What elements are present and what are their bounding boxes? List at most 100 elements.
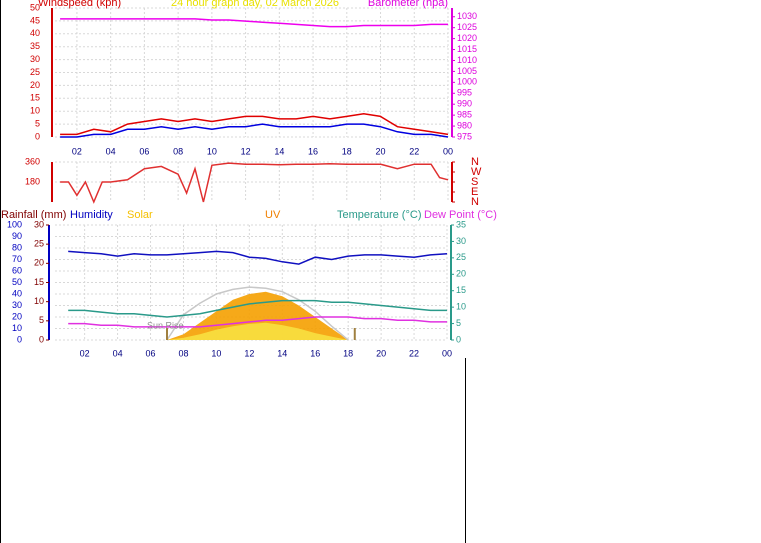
x-tick-label: 10 <box>207 146 217 156</box>
x-tick-label: 12 <box>244 348 254 358</box>
y2-tick-label: 0 <box>456 334 461 344</box>
annotation: Sun Rise <box>147 320 184 330</box>
x-tick-label: 06 <box>146 348 156 358</box>
y-tick-label: 40 <box>12 288 22 298</box>
y2-tick-label: S <box>471 176 478 188</box>
y-tick-label: 90 <box>12 231 22 241</box>
y3-axis-title: Rainfall (mm) <box>1 209 66 221</box>
y2-tick-label: 1015 <box>457 44 477 54</box>
y2-tick-label: 995 <box>457 88 472 98</box>
y2-tick-label: 5 <box>456 318 461 328</box>
x-tick-label: 08 <box>178 348 188 358</box>
y2-tick-label: 1025 <box>457 22 477 32</box>
legend-entry: Dew Point (°C) <box>424 209 497 221</box>
y2-tick-label: N <box>471 196 479 208</box>
x-tick-label: 22 <box>409 348 419 358</box>
line <box>60 123 449 138</box>
x-tick-label: 18 <box>343 348 353 358</box>
y-axis-title: Windspeed (kph) <box>38 0 121 9</box>
y2-tick-label: W <box>471 166 482 178</box>
y2-tick-label: E <box>471 186 478 198</box>
y2-tick-label: 25 <box>456 252 466 262</box>
x-tick-label: 00 <box>442 348 452 358</box>
y2-tick-label: 1030 <box>457 11 477 21</box>
x-tick-label: 20 <box>376 146 386 156</box>
y2-tick-label: 1005 <box>457 66 477 76</box>
y-tick-label: 45 <box>30 15 40 25</box>
area <box>68 322 448 340</box>
x-tick-label: 02 <box>72 146 82 156</box>
y2-tick-label: 30 <box>456 236 466 246</box>
y3-tick-label: 10 <box>34 296 44 306</box>
y-tick-label: 30 <box>12 300 22 310</box>
y2-tick-label: 1020 <box>457 33 477 43</box>
x-tick-label: 04 <box>106 146 116 156</box>
x-tick-label: 04 <box>113 348 123 358</box>
y3-tick-label: 30 <box>34 219 44 229</box>
legend-entry: UV <box>265 209 281 221</box>
x-tick-label: 14 <box>277 348 287 358</box>
x-tick-label: 06 <box>139 146 149 156</box>
y-tick-label: 20 <box>30 80 40 90</box>
y-tick-label: 5 <box>35 118 40 128</box>
y2-tick-label: 1000 <box>457 77 477 87</box>
x-tick-label: 10 <box>211 348 221 358</box>
y-tick-label: 30 <box>30 54 40 64</box>
y2-tick-label: 15 <box>456 285 466 295</box>
y-tick-label: 70 <box>12 254 22 264</box>
line <box>68 316 447 328</box>
x-tick-label: 16 <box>308 146 318 156</box>
y-axis-title: Humidity <box>70 209 113 221</box>
y-tick-label: 25 <box>30 67 40 77</box>
x-tick-label: 18 <box>342 146 352 156</box>
y-tick-label: 100 <box>7 219 22 229</box>
y2-tick-label: 1010 <box>457 55 477 65</box>
y-tick-label: 10 <box>30 106 40 116</box>
line <box>60 162 449 204</box>
x-tick-label: 08 <box>173 146 183 156</box>
y-tick-label: 35 <box>30 41 40 51</box>
y-tick-label: 80 <box>12 242 22 252</box>
legend-entry: Solar <box>127 209 153 221</box>
line <box>68 299 447 318</box>
y-tick-label: 10 <box>12 323 22 333</box>
y2-tick-label: 20 <box>456 269 466 279</box>
y-tick-label: 0 <box>17 334 22 344</box>
area <box>68 291 448 340</box>
y-tick-label: 180 <box>25 176 40 186</box>
line <box>60 113 449 136</box>
chart-title: 24 hour graph day, 02 March 2026 <box>171 0 339 9</box>
y-tick-label: 40 <box>30 28 40 38</box>
y3-tick-label: 5 <box>39 315 44 325</box>
line <box>60 18 448 28</box>
y2-axis-title: Barometer (hpa) <box>368 0 448 9</box>
y-tick-label: 0 <box>35 131 40 141</box>
line <box>166 286 349 341</box>
y-tick-label: 50 <box>30 2 40 12</box>
y2-tick-label: N <box>471 156 479 168</box>
x-tick-label: 22 <box>409 146 419 156</box>
x-tick-label: 02 <box>80 348 90 358</box>
y3-tick-label: 25 <box>34 239 44 249</box>
y-tick-label: 15 <box>30 93 40 103</box>
y-tick-label: 20 <box>12 311 22 321</box>
y3-tick-label: 15 <box>34 277 44 287</box>
y-tick-label: 360 <box>25 156 40 166</box>
x-tick-label: 14 <box>274 146 284 156</box>
x-tick-label: 12 <box>241 146 251 156</box>
y3-tick-label: 0 <box>39 334 44 344</box>
legend-entry: Temperature (°C) <box>337 209 421 221</box>
y-tick-label: 60 <box>12 265 22 275</box>
y2-tick-label: 975 <box>457 131 472 141</box>
y3-tick-label: 20 <box>34 258 44 268</box>
y2-tick-label: 990 <box>457 99 472 109</box>
x-tick-label: 16 <box>310 348 320 358</box>
x-tick-label: 20 <box>376 348 386 358</box>
x-tick-label: 00 <box>443 146 453 156</box>
y2-tick-label: 10 <box>456 302 466 312</box>
y2-tick-label: 980 <box>457 120 472 130</box>
line <box>68 250 448 265</box>
y2-tick-label: 985 <box>457 110 472 120</box>
y2-tick-label: 35 <box>456 219 466 229</box>
